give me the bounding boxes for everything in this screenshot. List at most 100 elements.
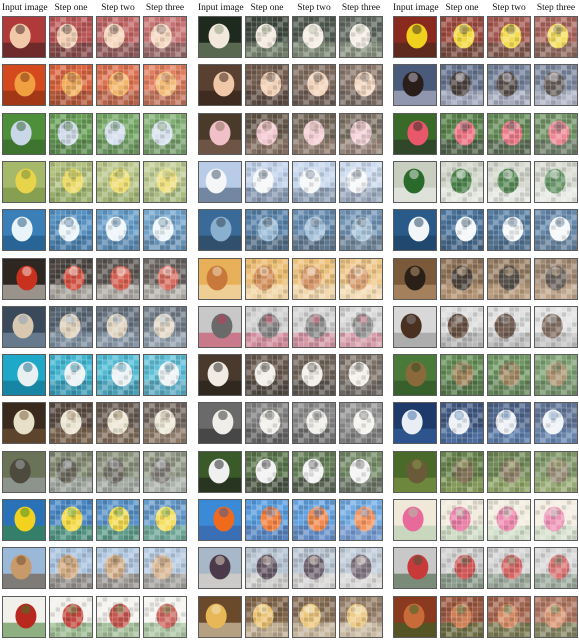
image-thumbnail <box>3 258 45 299</box>
image-cell-input-image <box>393 354 437 397</box>
image-thumbnail <box>144 113 186 154</box>
image-thumbnail <box>340 65 382 106</box>
image-cell-input-image <box>393 16 437 58</box>
image-thumbnail <box>3 500 45 540</box>
image-thumbnail <box>246 500 288 540</box>
image-thumbnail <box>199 548 241 589</box>
image-thumbnail <box>50 113 92 154</box>
image-thumbnail <box>3 306 45 347</box>
image-thumbnail <box>535 17 577 57</box>
image-thumbnail <box>340 113 382 154</box>
image-thumbnail <box>488 548 530 589</box>
image-thumbnail <box>394 596 436 637</box>
image-cell-step-one <box>49 16 93 58</box>
image-cell-input-image <box>198 209 242 252</box>
image-thumbnail <box>199 596 241 637</box>
image-thumbnail <box>199 161 241 202</box>
image-thumbnail <box>293 451 335 492</box>
image-cell-step-two <box>487 547 531 590</box>
image-cell-input-image <box>393 547 437 590</box>
image-cell-step-three <box>534 547 578 590</box>
image-cell-step-two <box>487 64 531 107</box>
header-step-three: Step three <box>341 3 381 13</box>
image-thumbnail <box>340 500 382 540</box>
image-cell-step-one <box>245 257 289 300</box>
image-thumbnail <box>535 548 577 589</box>
image-cell-step-two <box>96 112 140 155</box>
image-thumbnail <box>340 210 382 251</box>
image-thumbnail <box>441 451 483 492</box>
image-thumbnail <box>246 355 288 396</box>
image-cell-input-image <box>393 305 437 348</box>
image-cell-step-one <box>440 499 484 541</box>
image-thumbnail <box>293 548 335 589</box>
image-cell-input-image <box>2 16 46 58</box>
image-thumbnail <box>97 500 139 540</box>
image-cell-step-three <box>339 547 383 590</box>
image-cell-step-three <box>534 112 578 155</box>
image-thumbnail <box>97 258 139 299</box>
image-thumbnail <box>394 403 436 444</box>
image-cell-step-three <box>143 257 187 300</box>
image-cell-step-three <box>143 64 187 107</box>
image-cell-step-two <box>292 305 336 348</box>
image-cell-step-three <box>534 450 578 493</box>
image-cell-step-three <box>339 402 383 445</box>
image-cell-step-one <box>245 16 289 58</box>
image-thumbnail <box>394 65 436 106</box>
image-thumbnail <box>488 596 530 637</box>
image-thumbnail <box>50 451 92 492</box>
image-cell-input-image <box>198 16 242 58</box>
image-thumbnail <box>535 258 577 299</box>
image-thumbnail <box>199 403 241 444</box>
image-cell-step-three <box>534 257 578 300</box>
image-cell-step-three <box>143 112 187 155</box>
image-thumbnail <box>441 306 483 347</box>
image-thumbnail <box>50 210 92 251</box>
image-cell-step-one <box>245 64 289 107</box>
image-cell-step-two <box>96 160 140 203</box>
image-cell-input-image <box>198 257 242 300</box>
image-cell-step-one <box>245 305 289 348</box>
image-thumbnail <box>144 500 186 540</box>
image-thumbnail <box>340 403 382 444</box>
image-thumbnail <box>246 161 288 202</box>
image-cell-step-three <box>339 64 383 107</box>
image-cell-step-three <box>339 499 383 541</box>
image-cell-step-one <box>440 112 484 155</box>
image-cell-input-image <box>2 160 46 203</box>
image-cell-step-two <box>96 305 140 348</box>
image-cell-input-image <box>198 402 242 445</box>
image-cell-step-one <box>49 160 93 203</box>
image-thumbnail <box>199 355 241 396</box>
image-thumbnail <box>488 113 530 154</box>
image-cell-step-one <box>440 64 484 107</box>
image-cell-step-two <box>292 257 336 300</box>
image-thumbnail <box>3 548 45 589</box>
image-cell-step-two <box>96 209 140 252</box>
header-step-one: Step one <box>250 3 284 13</box>
image-thumbnail <box>488 17 530 57</box>
image-thumbnail <box>340 17 382 57</box>
image-thumbnail <box>535 596 577 637</box>
image-cell-step-one <box>440 209 484 252</box>
image-thumbnail <box>340 306 382 347</box>
image-cell-step-three <box>339 450 383 493</box>
image-thumbnail <box>199 113 241 154</box>
image-thumbnail <box>144 355 186 396</box>
image-thumbnail <box>144 403 186 444</box>
image-cell-step-three <box>339 354 383 397</box>
image-thumbnail <box>50 306 92 347</box>
image-thumbnail <box>97 403 139 444</box>
image-cell-step-two <box>292 402 336 445</box>
image-thumbnail <box>246 596 288 637</box>
image-thumbnail <box>50 161 92 202</box>
image-thumbnail <box>144 17 186 57</box>
image-cell-step-one <box>440 160 484 203</box>
image-thumbnail <box>246 65 288 106</box>
image-cell-step-one <box>49 499 93 541</box>
image-thumbnail <box>3 161 45 202</box>
header-step-three: Step three <box>536 3 576 13</box>
image-cell-input-image <box>2 112 46 155</box>
image-cell-step-one <box>245 595 289 638</box>
